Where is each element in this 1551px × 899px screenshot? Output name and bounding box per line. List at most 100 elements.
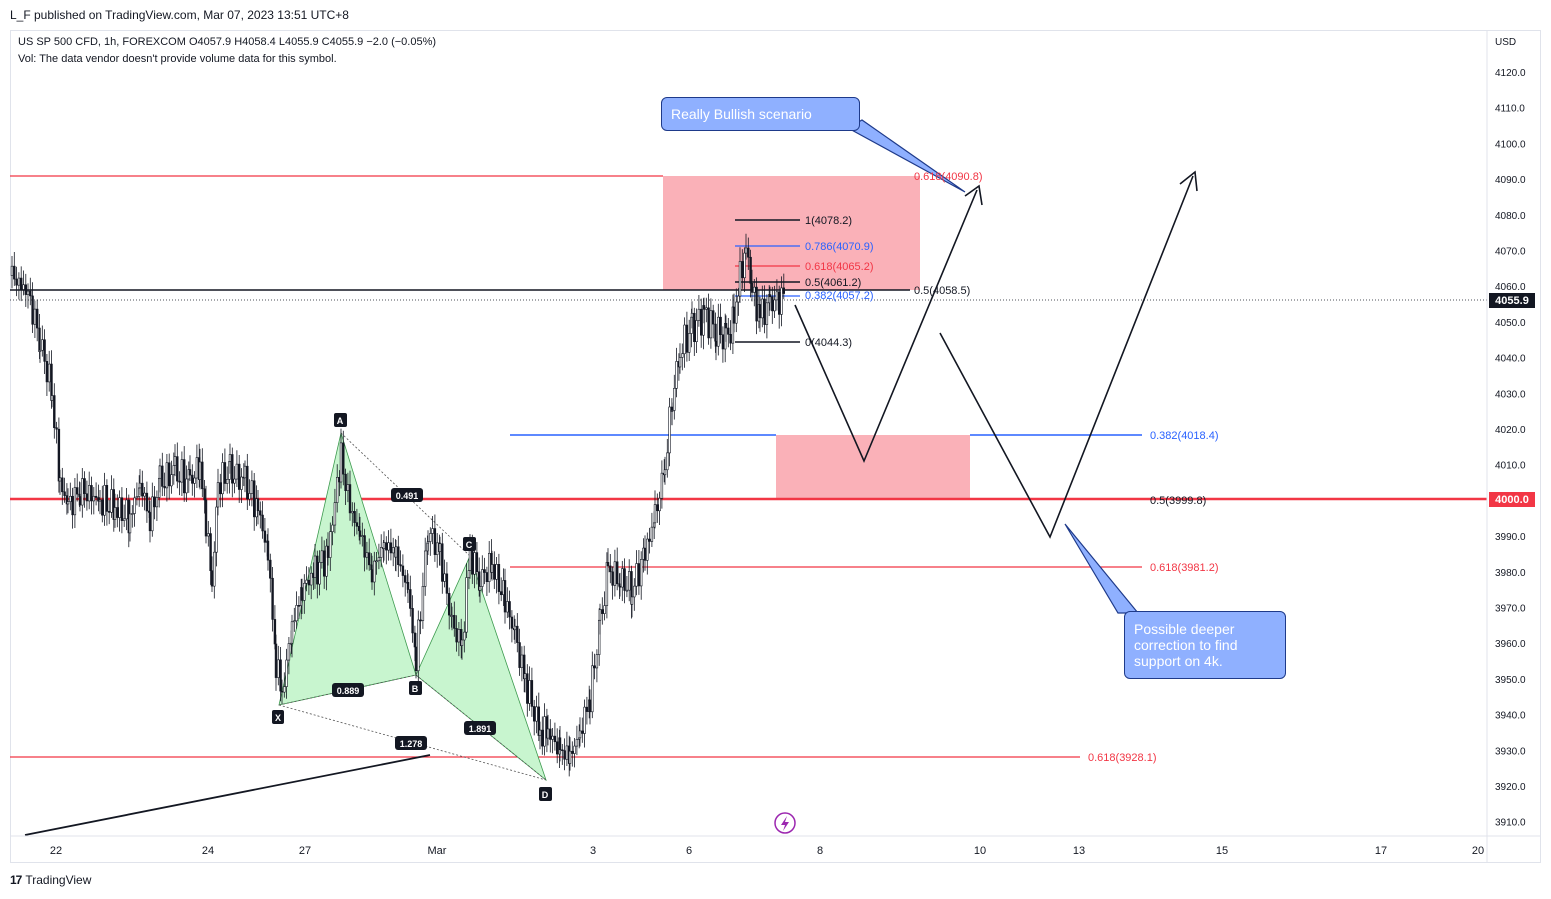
candle-body xyxy=(97,497,100,502)
x-tick-label: 27 xyxy=(299,845,311,857)
harmonic-xb-dotted xyxy=(278,674,417,706)
candle-body xyxy=(755,286,758,322)
candle-body xyxy=(573,745,576,754)
last-price-badge: 4055.9 xyxy=(1489,293,1535,308)
fib-label-382: 0.382(4057.2) xyxy=(805,290,874,302)
candle-body xyxy=(19,277,23,290)
y-tick-label: 3960.0 xyxy=(1495,639,1526,650)
candle-body xyxy=(113,507,117,520)
candle-body xyxy=(10,265,14,276)
candle-body xyxy=(138,482,142,489)
candle-body xyxy=(273,619,277,645)
x-tick-label: 8 xyxy=(817,845,823,857)
candle-body xyxy=(761,298,764,319)
candle-body xyxy=(116,507,119,518)
candle-body xyxy=(503,580,507,613)
candle-body xyxy=(145,492,149,512)
candle-body xyxy=(243,465,247,479)
candle-body xyxy=(66,501,70,505)
candle-body xyxy=(290,621,294,644)
candle-body xyxy=(411,608,414,634)
candle-body xyxy=(581,730,584,734)
candle-body xyxy=(57,428,61,482)
publisher-line: L_F published on TradingView.com, Mar 07… xyxy=(10,8,349,22)
candle-body xyxy=(601,609,604,614)
candle-body xyxy=(670,410,674,412)
candle-body xyxy=(729,334,732,344)
candle-body xyxy=(165,462,169,489)
candle-body xyxy=(719,316,722,335)
candle-body xyxy=(561,749,564,752)
candles xyxy=(10,233,786,777)
candle-body xyxy=(191,474,194,484)
candle-body xyxy=(635,563,638,587)
candle-body xyxy=(460,639,464,646)
candle-body xyxy=(226,479,229,484)
candle-body xyxy=(702,305,706,310)
candle-body xyxy=(487,553,491,583)
candle-body xyxy=(549,728,552,740)
candle-body xyxy=(618,585,622,588)
y-tick-label: 4030.0 xyxy=(1495,389,1526,400)
ext-label-3999: 0.5(3999.8) xyxy=(1150,495,1206,507)
candle-body xyxy=(526,673,529,704)
candle-body xyxy=(490,564,494,573)
y-tick-label: 4110.0 xyxy=(1495,104,1525,115)
candle-body xyxy=(29,290,32,297)
candle-body xyxy=(750,283,754,293)
candle-body xyxy=(63,491,66,496)
candle-body xyxy=(485,572,489,583)
candle-body xyxy=(611,571,614,586)
candle-body xyxy=(687,333,691,353)
candle-body xyxy=(261,514,264,532)
bullish-arrowhead xyxy=(964,184,983,206)
y-tick-label: 3930.0 xyxy=(1495,746,1526,757)
point-a-tag: A xyxy=(334,413,347,427)
candle-body xyxy=(98,499,102,502)
candle-body xyxy=(627,571,631,591)
svg-text:1.278: 1.278 xyxy=(400,739,423,749)
candle-body xyxy=(603,605,606,614)
ratio-0889-tag: 0.889 xyxy=(332,683,364,697)
candle-body xyxy=(128,513,132,534)
deeper-correction-callout[interactable]: Possible deeper correction to find suppo… xyxy=(1124,611,1286,679)
svg-text:4000.0: 4000.0 xyxy=(1495,494,1529,506)
chart-frame[interactable] xyxy=(10,30,1541,863)
candle-body xyxy=(53,395,56,429)
candle-body xyxy=(287,643,291,661)
candle-body xyxy=(683,324,686,355)
candle-body xyxy=(325,545,328,577)
candle-body xyxy=(26,290,30,295)
candle-body xyxy=(259,510,262,516)
candle-body xyxy=(543,716,546,747)
y-tick-label: 4090.0 xyxy=(1495,175,1526,186)
candle-body xyxy=(747,247,750,258)
candle-body xyxy=(215,506,218,553)
candle-body xyxy=(382,542,386,549)
candle-body xyxy=(161,465,164,487)
candle-body xyxy=(61,477,64,493)
candle-body xyxy=(467,570,471,578)
candle-body xyxy=(571,750,574,754)
candle-body xyxy=(279,659,282,692)
candle-body xyxy=(637,563,641,587)
ratio-0491-tag: 0.491 xyxy=(391,488,423,502)
candle-body xyxy=(41,339,44,351)
candle-body xyxy=(773,299,776,312)
y-tick-label: 3980.0 xyxy=(1495,568,1526,579)
candle-body xyxy=(707,307,710,339)
candle-body xyxy=(180,459,184,483)
candle-body xyxy=(110,489,113,513)
candle-body xyxy=(163,486,166,489)
candle-body xyxy=(201,461,204,490)
candle-body xyxy=(695,320,698,342)
lightning-icon[interactable] xyxy=(774,812,796,834)
y-tick-label: 3940.0 xyxy=(1495,711,1526,722)
candle-body xyxy=(280,690,284,693)
candle-body xyxy=(643,547,647,561)
bullish-callout[interactable]: Really Bullish scenario xyxy=(661,97,860,131)
candle-body xyxy=(103,485,106,516)
candle-body xyxy=(621,568,624,588)
volume-info: Vol: The data vendor doesn't provide vol… xyxy=(18,53,337,65)
